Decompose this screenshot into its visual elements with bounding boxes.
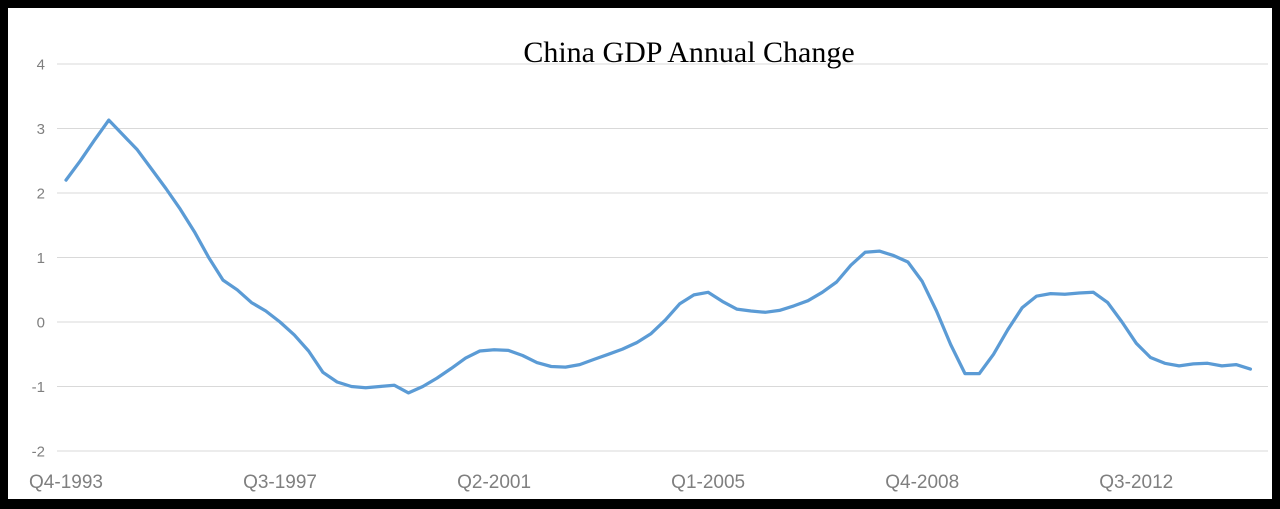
y-tick-label: -1 xyxy=(32,379,45,396)
series-lines xyxy=(64,118,1253,395)
y-tick-label: 0 xyxy=(37,315,45,332)
y-tick-label: 4 xyxy=(37,57,45,74)
x-axis-labels: Q4-1993 Q3-1997 Q2-2001 Q1-2005 Q4-2008 Q3-20… xyxy=(29,472,1173,493)
x-tick-label: Q4-2008 xyxy=(885,472,959,493)
y-tick-label: 2 xyxy=(37,186,45,203)
y-tick-label: 1 xyxy=(37,250,45,267)
x-tick-label: Q3-2012 xyxy=(1099,472,1173,493)
x-tick-label: Q2-2001 xyxy=(457,472,531,493)
gdp-line-chart: China GDP Annual Change 4 3 2 1 0 -1 -2 Q4-199… xyxy=(29,36,1268,493)
x-tick-label: Q1-2005 xyxy=(671,472,745,493)
chart-title: China GDP Annual Change xyxy=(523,36,854,69)
gdp-line xyxy=(64,118,1253,395)
x-tick-label: Q4-1993 xyxy=(29,472,103,493)
y-axis-labels: 4 3 2 1 0 -1 -2 xyxy=(32,57,45,461)
y-tick-label: 3 xyxy=(37,121,45,138)
gridlines xyxy=(57,63,1268,452)
x-tick-label: Q3-1997 xyxy=(243,472,317,493)
y-tick-label: -2 xyxy=(32,444,45,461)
